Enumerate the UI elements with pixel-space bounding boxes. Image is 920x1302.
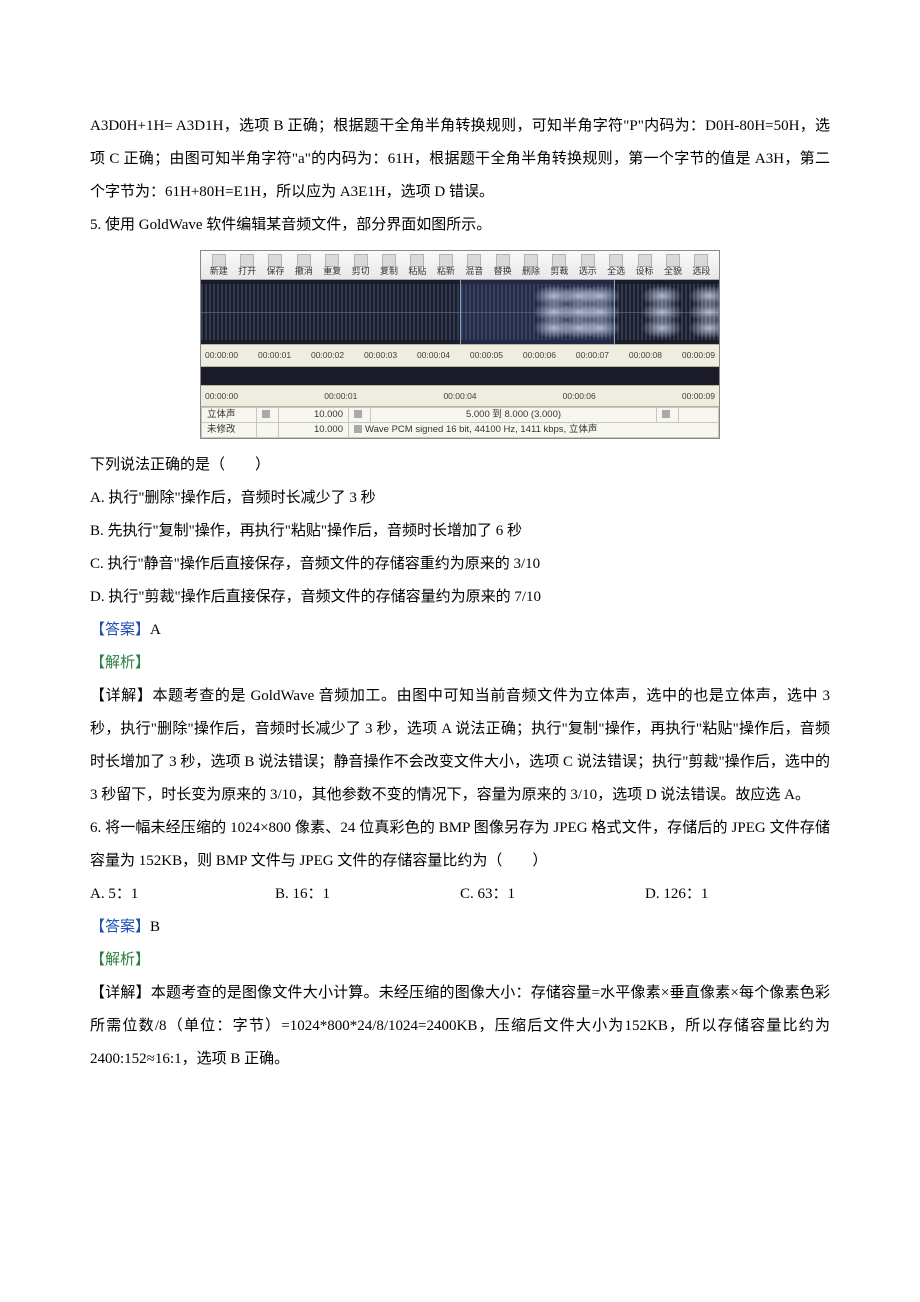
tb-undo[interactable]: 撤消 xyxy=(290,253,317,277)
q5-analysis-label: 【解析】 xyxy=(90,655,150,671)
q5-answer-line: 【答案】A xyxy=(90,614,830,647)
tb-redo[interactable]: 重复 xyxy=(319,253,346,277)
q6-option-d: D. 126：1 xyxy=(645,878,830,911)
goldwave-figure-wrap: 新建 打开 保存 撤消 重复 剪切 复制 粘贴 粘新 混音 替换 删除 剪裁 选… xyxy=(90,250,830,439)
tb-pnew[interactable]: 粘新 xyxy=(432,253,459,277)
rt: 00:00:02 xyxy=(311,346,344,365)
answer-label: 【答案】 xyxy=(90,622,150,638)
q6-analysis-label: 【解析】 xyxy=(90,952,150,968)
tb-cut[interactable]: 剪切 xyxy=(347,253,374,277)
tb-open[interactable]: 打开 xyxy=(233,253,260,277)
tb-selv[interactable]: 选示 xyxy=(574,253,601,277)
tb-new[interactable]: 新建 xyxy=(205,253,232,277)
tb-sela[interactable]: 全选 xyxy=(602,253,629,277)
q5-option-b: B. 先执行"复制"操作，再执行"粘贴"操作后，音频时长增加了 6 秒 xyxy=(90,515,830,548)
q6-answer: B xyxy=(150,919,160,935)
rt: 00:00:07 xyxy=(576,346,609,365)
tb-repl[interactable]: 替换 xyxy=(489,253,516,277)
q5-answer: A xyxy=(150,622,161,638)
rt: 00:00:09 xyxy=(682,346,715,365)
q6-option-a: A. 5：1 xyxy=(90,878,275,911)
tb-all[interactable]: 全貌 xyxy=(659,253,686,277)
rt: 00:00:05 xyxy=(470,346,503,365)
tb-paste[interactable]: 粘贴 xyxy=(404,253,431,277)
status-modified: 未修改 xyxy=(202,423,257,438)
q5-option-c: C. 执行"静音"操作后直接保存，音频文件的存储容重约为原来的 3/10 xyxy=(90,548,830,581)
marker-icon xyxy=(262,410,270,418)
marker-icon xyxy=(354,410,362,418)
q6-options-row: A. 5：1 B. 16：1 C. 63：1 D. 126：1 xyxy=(90,878,830,911)
q5-option-a: A. 执行"删除"操作后，音频时长减少了 3 秒 xyxy=(90,482,830,515)
q6-option-b: B. 16：1 xyxy=(275,878,460,911)
q5-option-d: D. 执行"剪裁"操作后直接保存，音频文件的存储容量约为原来的 7/10 xyxy=(90,581,830,614)
rt2: 00:00:04 xyxy=(443,387,476,406)
tb-seg[interactable]: 选段 xyxy=(688,253,715,277)
tb-save[interactable]: 保存 xyxy=(262,253,289,277)
status-selection: 5.000 到 8.000 (3.000) xyxy=(371,408,657,423)
tb-del[interactable]: 删除 xyxy=(517,253,544,277)
status-format: Wave PCM signed 16 bit, 44100 Hz, 1411 k… xyxy=(365,424,597,435)
time-ruler-overview: 00:00:00 00:00:01 00:00:04 00:00:06 00:0… xyxy=(201,385,719,408)
rt: 00:00:04 xyxy=(417,346,450,365)
time-ruler-main: 00:00:00 00:00:01 00:00:02 00:00:03 00:0… xyxy=(201,344,719,367)
rt2: 00:00:09 xyxy=(682,387,715,406)
rt2: 00:00:01 xyxy=(324,387,357,406)
status-total: 10.000 xyxy=(279,408,349,423)
goldwave-figure: 新建 打开 保存 撤消 重复 剪切 复制 粘贴 粘新 混音 替换 删除 剪裁 选… xyxy=(200,250,720,439)
tb-mark[interactable]: 设标 xyxy=(631,253,658,277)
tb-mix[interactable]: 混音 xyxy=(461,253,488,277)
format-icon xyxy=(354,425,362,433)
q6-prompt: 6. 将一幅未经压缩的 1024×800 像素、24 位真彩色的 BMP 图像另… xyxy=(90,812,830,878)
tb-trim[interactable]: 剪裁 xyxy=(546,253,573,277)
goldwave-toolbar: 新建 打开 保存 撤消 重复 剪切 复制 粘贴 粘新 混音 替换 删除 剪裁 选… xyxy=(201,251,719,280)
q5-post-figure: 下列说法正确的是（ ） xyxy=(90,449,830,482)
q6-option-c: C. 63：1 xyxy=(460,878,645,911)
rt2: 00:00:06 xyxy=(563,387,596,406)
rt: 00:00:08 xyxy=(629,346,662,365)
waveform-main[interactable] xyxy=(201,280,719,344)
rt: 00:00:00 xyxy=(205,346,238,365)
marker-icon xyxy=(662,410,670,418)
status-total2: 10.000 xyxy=(279,423,349,438)
status-channels: 立体声 xyxy=(202,408,257,423)
rt: 00:00:03 xyxy=(364,346,397,365)
status-bar: 立体声 10.000 5.000 到 8.000 (3.000) 未修改 10.… xyxy=(201,407,719,438)
q5-detail: 【详解】本题考查的是 GoldWave 音频加工。由图中可知当前音频文件为立体声… xyxy=(90,680,830,812)
q6-answer-line: 【答案】B xyxy=(90,911,830,944)
q5-prompt: 5. 使用 GoldWave 软件编辑某音频文件，部分界面如图所示。 xyxy=(90,209,830,242)
overview-strip[interactable] xyxy=(201,367,719,385)
intro-paragraph: A3D0H+1H= A3D1H，选项 B 正确；根据题干全角半角转换规则，可知半… xyxy=(90,110,830,209)
rt2: 00:00:00 xyxy=(205,387,238,406)
answer-label: 【答案】 xyxy=(90,919,150,935)
tb-copy[interactable]: 复制 xyxy=(375,253,402,277)
rt: 00:00:01 xyxy=(258,346,291,365)
q6-detail: 【详解】本题考查的是图像文件大小计算。未经压缩的图像大小：存储容量=水平像素×垂… xyxy=(90,977,830,1076)
rt: 00:00:06 xyxy=(523,346,556,365)
